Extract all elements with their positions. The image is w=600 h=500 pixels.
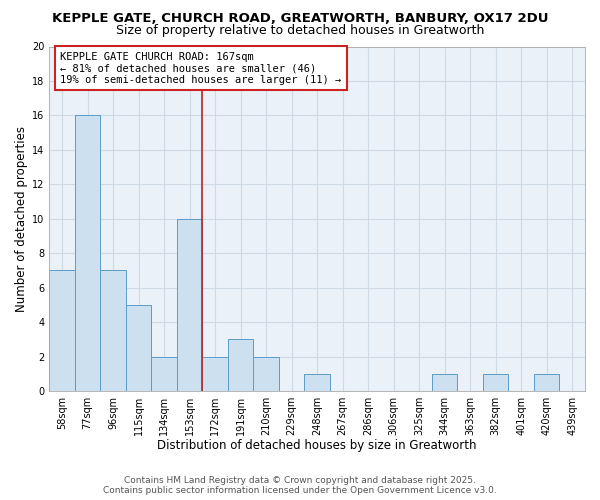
Bar (483, 374, 508, 391)
X-axis label: Distribution of detached houses by size in Greatworth: Distribution of detached houses by size … (157, 440, 477, 452)
Bar (228, 340, 253, 391)
Bar (75, 116, 100, 391)
Text: Contains HM Land Registry data © Crown copyright and database right 2025.
Contai: Contains HM Land Registry data © Crown c… (103, 476, 497, 495)
Bar (49, 270, 75, 391)
Bar (151, 356, 177, 391)
Bar (100, 270, 126, 391)
Bar (202, 356, 228, 391)
Bar (177, 219, 202, 391)
Bar (304, 374, 330, 391)
Bar (534, 374, 559, 391)
Y-axis label: Number of detached properties: Number of detached properties (15, 126, 28, 312)
Bar (432, 374, 457, 391)
Bar (126, 305, 151, 391)
Text: KEPPLE GATE, CHURCH ROAD, GREATWORTH, BANBURY, OX17 2DU: KEPPLE GATE, CHURCH ROAD, GREATWORTH, BA… (52, 12, 548, 26)
Text: KEPPLE GATE CHURCH ROAD: 167sqm
← 81% of detached houses are smaller (46)
19% of: KEPPLE GATE CHURCH ROAD: 167sqm ← 81% of… (60, 52, 341, 85)
Text: Size of property relative to detached houses in Greatworth: Size of property relative to detached ho… (116, 24, 484, 37)
Bar (253, 356, 279, 391)
